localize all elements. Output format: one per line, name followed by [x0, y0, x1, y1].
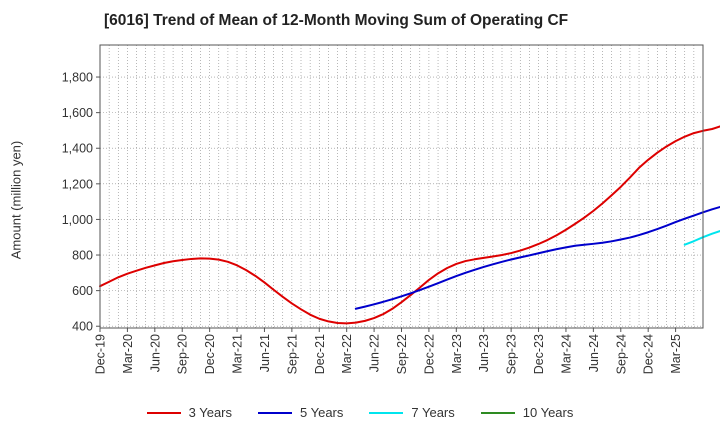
series-line-3-years — [99, 125, 720, 325]
y-tick-label: 600 — [72, 284, 93, 298]
x-tick-label: Jun-21 — [258, 334, 272, 372]
y-axis-label: Amount (million yen) — [8, 140, 24, 260]
y-tick-label: 1,400 — [62, 142, 93, 156]
legend-label-3-years: 3 Years — [188, 405, 232, 420]
grid-lines — [100, 45, 703, 328]
y-tick-label: 1,600 — [62, 106, 93, 120]
x-tick-label: Sep-20 — [176, 334, 190, 374]
x-tick-label: Dec-21 — [313, 334, 327, 374]
x-tick-label: Dec-23 — [532, 334, 546, 374]
x-tick-label: Jun-22 — [368, 334, 382, 372]
y-tick-label: 400 — [72, 320, 93, 334]
legend-swatch-10-years — [480, 411, 515, 414]
legend: 3 Years 5 Years 7 Years 10 Years — [0, 405, 720, 420]
legend-item-7-years: 7 Years — [369, 405, 455, 420]
x-tick-label: Sep-23 — [505, 334, 519, 374]
x-tick-label: Dec-24 — [642, 334, 656, 374]
legend-item-5-years: 5 Years — [258, 405, 343, 420]
x-tick-label: Sep-22 — [395, 334, 409, 374]
x-tick-label: Mar-20 — [121, 334, 135, 374]
y-tick-label: 1,800 — [62, 71, 93, 85]
chart-title: [6016] Trend of Mean of 12-Month Moving … — [104, 12, 569, 29]
x-tick-label: Dec-20 — [203, 334, 217, 374]
series-line-5-years — [354, 205, 720, 310]
x-tick-label: Mar-25 — [669, 334, 683, 374]
x-tick-label: Mar-24 — [559, 334, 573, 374]
series-line-7-years — [683, 230, 720, 246]
legend-swatch-7-years — [369, 411, 404, 414]
x-tick-label: Dec-22 — [422, 334, 436, 374]
y-tick-label: 800 — [72, 249, 93, 263]
legend-label-10-years: 10 Years — [522, 405, 574, 420]
x-tick-label: Sep-21 — [285, 334, 299, 374]
legend-item-3-years: 3 Years — [146, 405, 232, 420]
legend-item-10-years: 10 Years — [480, 405, 574, 420]
y-axis-ticks: 400 600 800 1,000 1,200 1,400 1,600 1,800 — [62, 71, 100, 334]
x-tick-label: Dec-19 — [94, 334, 108, 374]
x-tick-label: Jun-23 — [477, 334, 491, 372]
x-tick-label: Mar-23 — [450, 334, 464, 374]
legend-swatch-3-years — [146, 411, 181, 414]
legend-swatch-5-years — [258, 411, 292, 414]
series-lines — [99, 125, 720, 325]
x-tick-label: Mar-22 — [340, 334, 354, 374]
x-tick-label: Jun-20 — [148, 334, 162, 372]
x-axis-ticks: Dec-19 Mar-20 Jun-20 Sep-20 Dec-20 Mar-21 Jun-… — [94, 328, 683, 374]
y-tick-label: 1,000 — [62, 213, 93, 227]
y-axis-label-wrap: Amount (million yen) — [6, 141, 26, 260]
legend-label-7-years: 7 Years — [411, 405, 455, 420]
x-tick-label: Jun-24 — [587, 334, 601, 372]
legend-label-5-years: 5 Years — [300, 405, 344, 420]
x-tick-label: Sep-24 — [614, 334, 628, 374]
y-tick-label: 1,200 — [62, 177, 93, 191]
x-tick-label: Mar-21 — [231, 334, 245, 374]
